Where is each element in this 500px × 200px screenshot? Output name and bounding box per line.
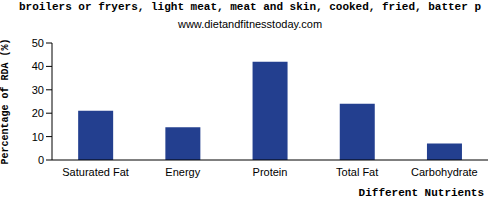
html-text:broilers or fryers, light meat: broilers or fryers, light meat, meat and…: [19, 1, 481, 13]
svg-text:Energy: Energy: [165, 166, 200, 178]
svg-text:Different Nutrients: Different Nutrients: [359, 187, 484, 199]
svg-text:40: 40: [32, 60, 44, 72]
html-text:www.dietandfitnesstoday.com: www.dietandfitnesstoday.com: [178, 18, 322, 30]
svg-text:30: 30: [32, 84, 44, 96]
svg-text:Carbohydrate: Carbohydrate: [411, 166, 478, 178]
svg-text:10: 10: [32, 131, 44, 143]
svg-text:20: 20: [32, 107, 44, 119]
svg-text:0: 0: [38, 154, 44, 166]
svg-text:Saturated Fat: Saturated Fat: [62, 166, 129, 178]
svg-text:50: 50: [32, 37, 44, 49]
svg-text:Protein: Protein: [253, 166, 288, 178]
svg-text:Total Fat: Total Fat: [336, 166, 378, 178]
svg-text:Percentage of RDA (%): Percentage of RDA (%): [8, 38, 11, 164]
